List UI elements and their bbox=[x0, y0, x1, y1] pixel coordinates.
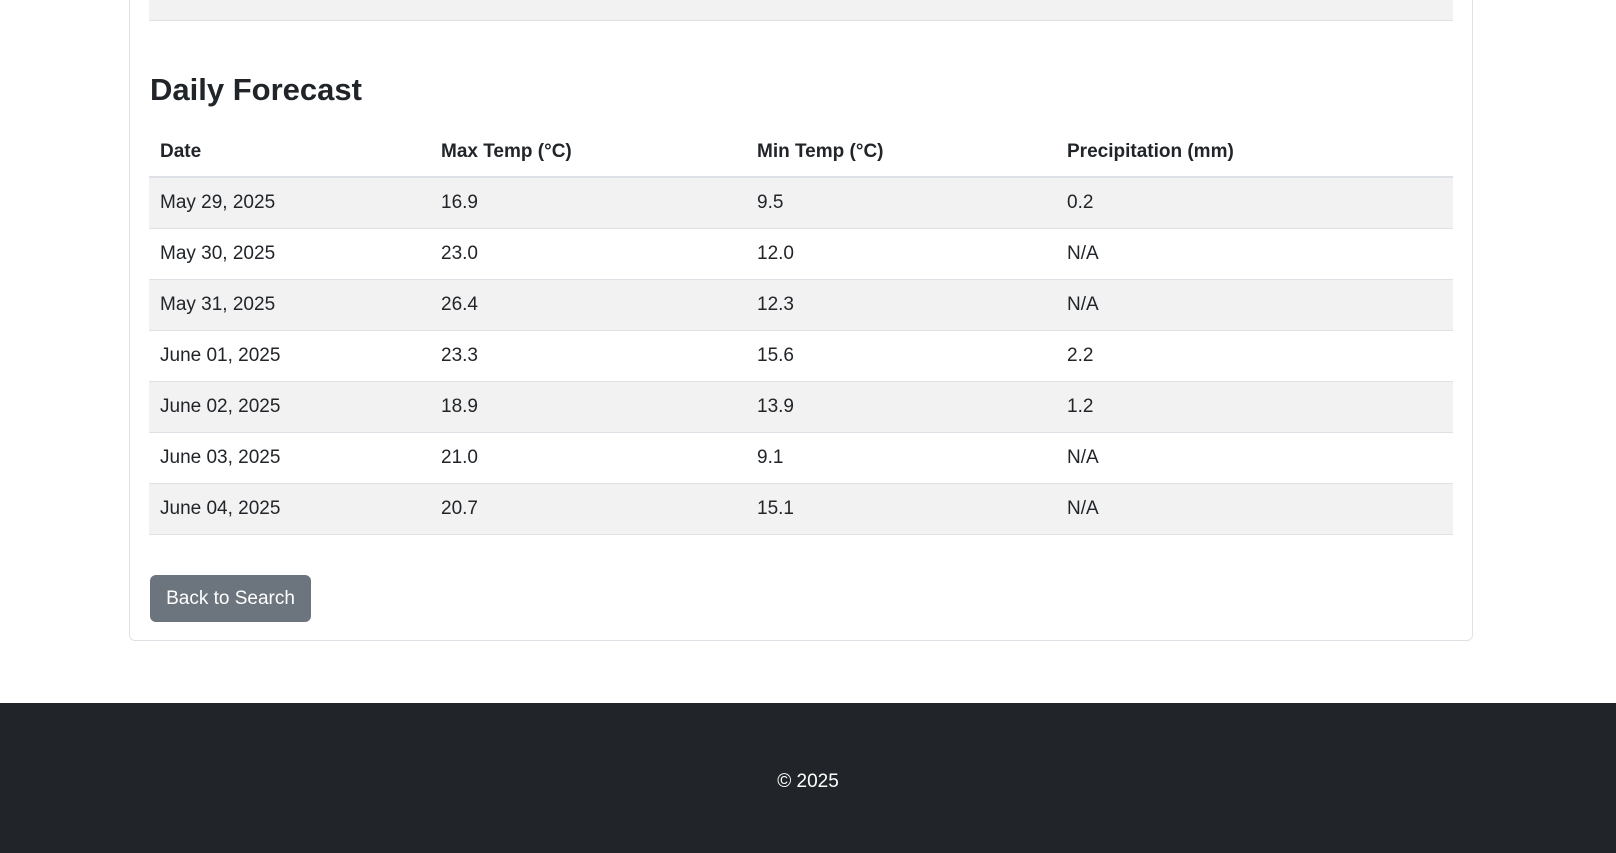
table-row: June 02, 2025 18.9 13.9 1.2 bbox=[149, 382, 1453, 433]
footer: © 2025 bbox=[0, 703, 1616, 853]
table-cell: June 04, 2025 bbox=[160, 498, 281, 519]
back-button[interactable]: Back to Search bbox=[150, 575, 311, 622]
forecast-card bbox=[129, 0, 1473, 641]
table-cell: May 29, 2025 bbox=[160, 192, 276, 213]
table-row: June 04, 2025 20.7 15.1 N/A bbox=[149, 484, 1453, 535]
table-cell: June 03, 2025 bbox=[160, 447, 281, 468]
table-cell: June 01, 2025 bbox=[160, 345, 281, 366]
table-row: June 03, 2025 21.0 9.1 N/A bbox=[149, 433, 1453, 484]
header-row: Date Max Temp (°C) Min Temp (°C) Precipitat… bbox=[149, 127, 1453, 178]
table-row: 02:00 15.3 78 1.7 bbox=[149, 0, 1453, 21]
table-cell: May 31, 2025 bbox=[160, 294, 276, 315]
table-cell: 12.3 bbox=[757, 294, 794, 315]
table-cell: 1.2 bbox=[1067, 396, 1094, 417]
table-cell: 0.2 bbox=[1067, 192, 1094, 213]
table-cell: 9.5 bbox=[757, 192, 784, 213]
table-cell: 15.1 bbox=[757, 498, 794, 519]
table-cell: 23.3 bbox=[441, 345, 478, 366]
table-cell: 21.0 bbox=[441, 447, 478, 468]
table-cell: 20.7 bbox=[441, 498, 478, 519]
table-cell: 78 bbox=[701, 0, 722, 20]
table-row: May 29, 2025 16.9 9.5 0.2 bbox=[149, 178, 1453, 229]
table-cell: 2.2 bbox=[1067, 345, 1094, 366]
table-cell: 1.7 bbox=[1020, 0, 1046, 20]
table-row: May 30, 2025 23.0 12.0 N/A bbox=[149, 229, 1453, 280]
table-cell: 02:00 bbox=[160, 0, 208, 20]
table-cell: 12.0 bbox=[757, 243, 794, 264]
column-header: Date bbox=[160, 141, 202, 162]
copyright: © 2025 bbox=[777, 771, 839, 792]
table-cell: N/A bbox=[1067, 294, 1099, 315]
section-title: Daily Forecast bbox=[150, 72, 362, 107]
table-cell: N/A bbox=[1067, 447, 1099, 468]
table-cell: 15.6 bbox=[757, 345, 794, 366]
table-cell: N/A bbox=[1067, 498, 1099, 519]
column-header: Precipitation (mm) bbox=[1067, 141, 1234, 162]
table-row: May 31, 2025 26.4 12.3 N/A bbox=[149, 280, 1453, 331]
table-cell: 26.4 bbox=[441, 294, 478, 315]
table-cell: 16.9 bbox=[441, 192, 478, 213]
table-cell: 23.0 bbox=[441, 243, 478, 264]
column-header: Min Temp (°C) bbox=[757, 141, 884, 162]
table-cell: 15.3 bbox=[309, 0, 346, 20]
table-cell: 13.9 bbox=[757, 396, 794, 417]
table-cell: 9.1 bbox=[757, 447, 784, 468]
table-cell: May 30, 2025 bbox=[160, 243, 276, 264]
table-row: June 01, 2025 23.3 15.6 2.2 bbox=[149, 331, 1453, 382]
table-cell: N/A bbox=[1067, 243, 1099, 264]
table-cell: June 02, 2025 bbox=[160, 396, 281, 417]
table-cell: 18.9 bbox=[441, 396, 478, 417]
column-header: Max Temp (°C) bbox=[441, 141, 572, 162]
